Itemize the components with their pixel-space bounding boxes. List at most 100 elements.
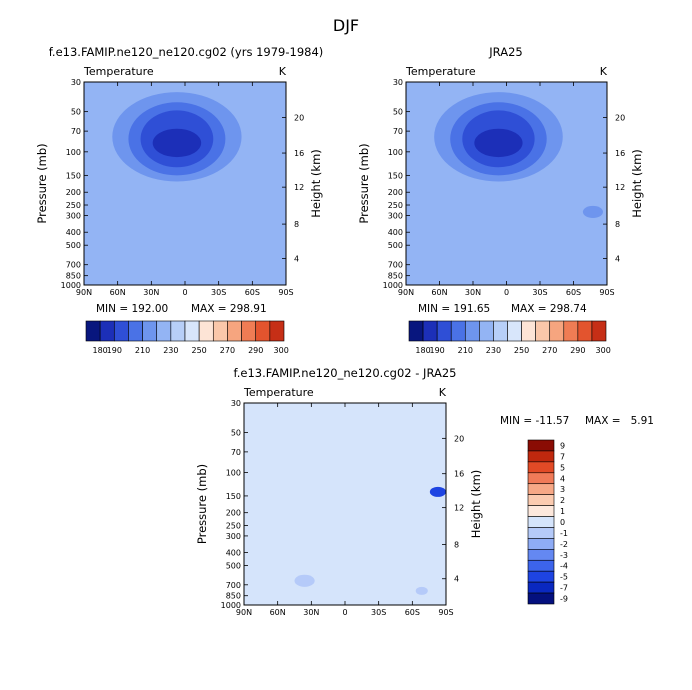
colorbar-label: -1 <box>560 529 568 538</box>
pressure-tick-label: 30 <box>393 78 403 87</box>
contour-band <box>415 586 428 595</box>
height-tick-label: 8 <box>294 220 299 229</box>
colorbar-swatch <box>464 320 480 342</box>
colorbar-swatch <box>527 538 555 550</box>
colorbar-label: 210 <box>135 346 150 355</box>
height-tick-label: 12 <box>454 504 464 513</box>
contour-band <box>294 574 315 587</box>
colorbar-swatch <box>563 320 579 342</box>
pressure-tick-label: 500 <box>226 561 241 570</box>
pressure-axis-title: Pressure (mb) <box>357 143 371 223</box>
colorbar-swatch <box>527 570 555 583</box>
colorbar-label: 270 <box>220 346 235 355</box>
colorbar-swatch <box>549 320 565 342</box>
pressure-axis-title: Pressure (mb) <box>35 143 49 223</box>
height-tick-label: 20 <box>294 114 304 123</box>
colorbar-label: 190 <box>107 346 122 355</box>
pressure-tick-label: 500 <box>388 241 403 250</box>
colorbar-label: 180 <box>415 346 430 355</box>
colorbar-swatch <box>527 494 555 506</box>
pressure-tick-label: 70 <box>71 127 81 136</box>
colorbar-swatch <box>527 592 555 605</box>
colorbar-swatch <box>527 549 555 561</box>
colorbar-swatch <box>184 320 200 342</box>
colorbar-swatch <box>142 320 158 342</box>
colorbar-difference: 9 7 5 4 3 2 1 0 -1 -2 -3 -4 -5 -7 -9 <box>527 439 568 605</box>
x-tick-label: 30S <box>371 608 386 617</box>
height-tick-label: 8 <box>615 220 620 229</box>
colorbar-swatch <box>241 320 257 342</box>
colorbar-swatch <box>255 320 271 342</box>
temperature-panel-reanalysis: 90N 60N 30N 0 30S 60S 90S 30 50 70 100 150 200 250 300… <box>357 78 644 297</box>
pressure-tick-label: 150 <box>66 171 81 180</box>
colorbar-swatch <box>113 320 129 342</box>
contour-band <box>582 205 603 219</box>
pressure-tick-label: 400 <box>226 548 241 557</box>
pressure-tick-label: 100 <box>66 148 81 157</box>
height-tick-label: 12 <box>615 183 625 192</box>
x-tick-label: 60S <box>566 288 581 297</box>
colorbar-swatch <box>527 461 555 474</box>
pressure-tick-label: 250 <box>388 201 403 210</box>
x-tick-label: 90S <box>278 288 293 297</box>
pressure-tick-label: 30 <box>231 399 241 408</box>
x-tick-label: 90N <box>236 608 252 617</box>
height-axis-title: Height (km) <box>309 149 323 218</box>
contour-band <box>244 403 446 605</box>
x-tick-label: 60S <box>245 288 260 297</box>
height-axis-title: Height (km) <box>469 470 483 539</box>
colorbar-swatch <box>269 320 285 342</box>
panel-title-right: JRA25 <box>488 45 522 59</box>
colorbar-swatch <box>128 320 143 342</box>
colorbar-swatch <box>521 320 536 342</box>
colorbar-label: 230 <box>163 346 178 355</box>
pressure-tick-label: 200 <box>66 188 81 197</box>
colorbar-swatch <box>527 581 555 594</box>
colorbar-swatch <box>408 320 424 342</box>
height-tick-label: 12 <box>294 183 304 192</box>
colorbar-swatch <box>535 320 551 342</box>
pressure-tick-label: 30 <box>71 78 81 87</box>
colorbar-swatch <box>436 320 452 342</box>
x-tick-label: 60N <box>431 288 447 297</box>
colorbar-swatch <box>479 320 494 342</box>
colorbar-label: 3 <box>560 485 565 494</box>
pressure-tick-label: 200 <box>388 188 403 197</box>
x-tick-label: 0 <box>504 288 509 297</box>
colorbar-swatch <box>422 320 438 342</box>
height-tick-label: 4 <box>615 255 620 264</box>
colorbar-label: 270 <box>542 346 557 355</box>
colorbar-swatch <box>527 450 555 463</box>
colorbar-label: -2 <box>560 540 568 549</box>
x-tick-label: 30N <box>303 608 319 617</box>
pressure-tick-label: 250 <box>226 521 241 530</box>
x-tick-label: 60N <box>110 288 126 297</box>
colorbar-label: -5 <box>560 573 568 582</box>
colorbar-label: 210 <box>458 346 473 355</box>
height-tick-label: 16 <box>454 470 464 479</box>
colorbar-label: -3 <box>560 551 568 560</box>
x-tick-label: 0 <box>342 608 347 617</box>
x-tick-label: 60N <box>270 608 286 617</box>
colorbar-swatch <box>99 320 115 342</box>
height-tick-label: 16 <box>294 149 304 158</box>
colorbar-label: 4 <box>560 474 565 483</box>
colorbar-swatch <box>450 320 466 342</box>
pressure-tick-label: 50 <box>393 108 403 117</box>
pressure-tick-label: 150 <box>388 171 403 180</box>
colorbar-swatch <box>156 320 172 342</box>
height-tick-label: 20 <box>615 114 625 123</box>
min-stat-right: MIN = 191.65 <box>418 303 490 315</box>
pressure-tick-label: 500 <box>66 241 81 250</box>
colorbar-label: -4 <box>560 562 568 571</box>
pressure-tick-label: 50 <box>231 428 241 437</box>
colorbar-label: 290 <box>248 346 263 355</box>
colorbar-swatch <box>227 320 242 342</box>
pressure-tick-label: 150 <box>226 492 241 501</box>
colorbar-swatch <box>85 320 101 342</box>
pressure-tick-label: 300 <box>226 532 241 541</box>
x-tick-label: 30S <box>532 288 547 297</box>
